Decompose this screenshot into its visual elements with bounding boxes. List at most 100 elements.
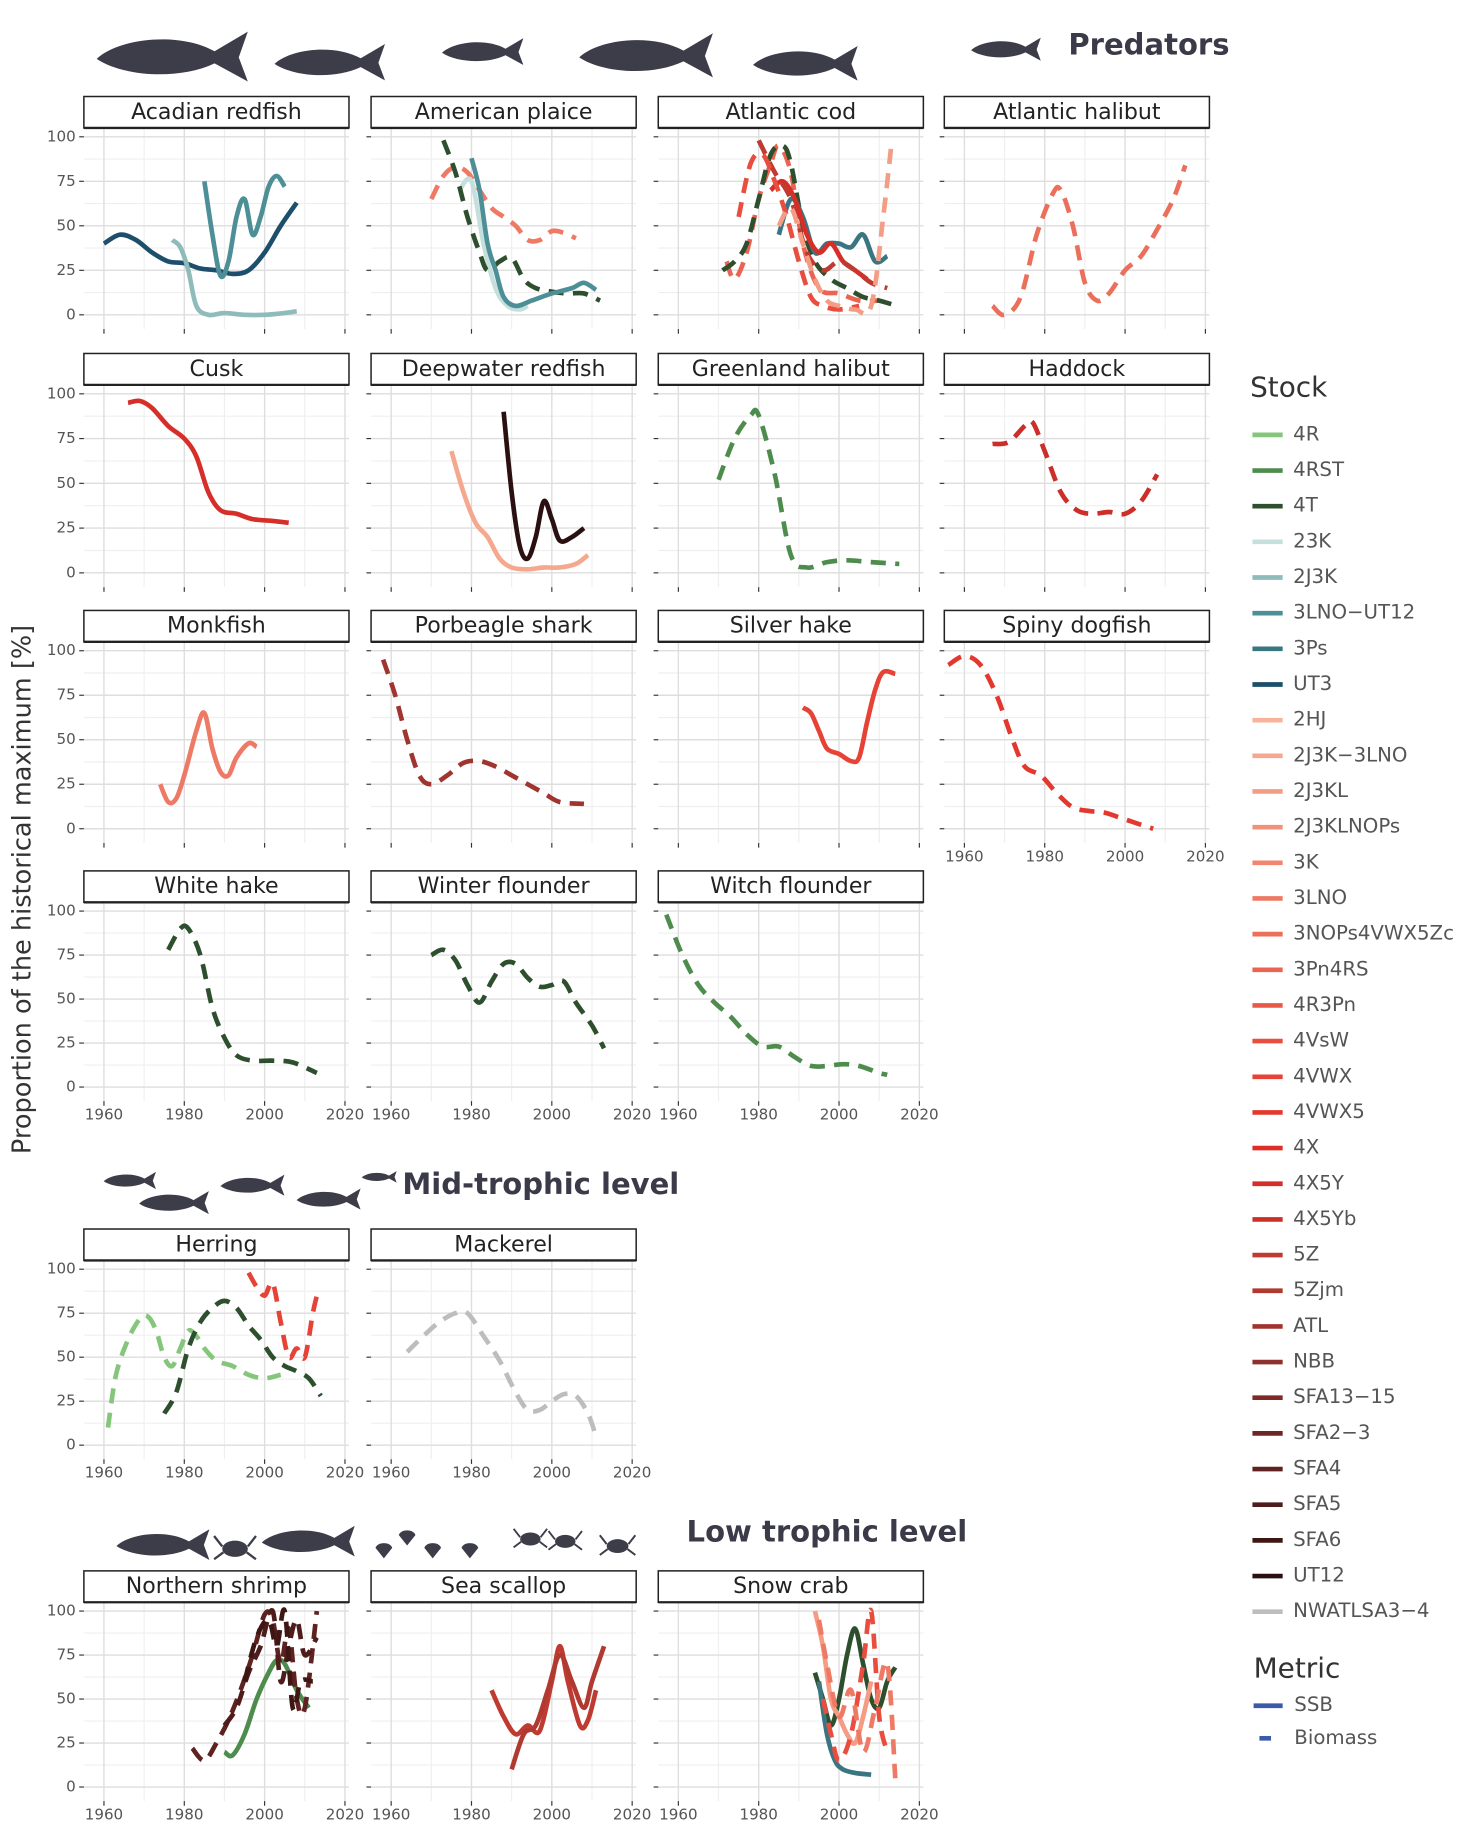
panel-background: [83, 127, 349, 330]
legend-label: 4VWX: [1293, 1064, 1352, 1087]
series-line: [380, 658, 585, 807]
series-line: [816, 1619, 898, 1779]
legend-label: NWATLSA3−4: [1293, 1599, 1429, 1622]
series-line: [102, 201, 299, 277]
legend-label: 5Zjm: [1293, 1278, 1344, 1301]
legend-label: SSB: [1294, 1693, 1333, 1716]
series-line: [166, 923, 318, 1076]
series-line: [812, 1626, 898, 1728]
legend-label: UT12: [1293, 1564, 1345, 1587]
x-tick-label: 2020: [613, 1106, 651, 1124]
panel: Haddock: [939, 352, 1211, 592]
strip: [83, 1570, 350, 1604]
y-tick-label: 100: [47, 902, 76, 920]
y-tick-label: 0: [66, 1078, 76, 1096]
fish-icon: [296, 1188, 361, 1210]
y-tick-label: 0: [66, 305, 76, 323]
legend-label: 2J3K−3LNO: [1293, 743, 1407, 766]
crab-icon: [547, 1530, 583, 1551]
strip: [370, 352, 637, 386]
panel-background: [371, 1602, 637, 1802]
legend-title: Metric: [1254, 1652, 1341, 1685]
x-tick-label: 1960: [372, 1464, 410, 1482]
panel-title: Deepwater redfish: [402, 356, 606, 382]
y-tick-label: 50: [57, 216, 76, 234]
y-tick-label: 75: [57, 172, 76, 190]
legend-label: 4R: [1293, 422, 1320, 445]
legend-label: 3NOPs4VWX5Zc: [1293, 922, 1454, 945]
series-line: [716, 407, 900, 570]
x-tick-label: 2020: [900, 1806, 938, 1824]
panel-background: [83, 1260, 349, 1460]
strip: [370, 1228, 637, 1262]
tuna-icon: [274, 43, 386, 81]
y-axis-label: Proportion of the historical maximum [%]: [7, 625, 37, 1154]
panel-background: [371, 902, 637, 1102]
x-tick-label: 1980: [452, 1106, 490, 1124]
x-tick-label: 2020: [900, 1106, 938, 1124]
panel: 0 25 50 75 100 Acadian redfish: [47, 95, 350, 334]
x-tick-label: 2000: [820, 1106, 858, 1124]
legend-label: NBB: [1293, 1350, 1335, 1373]
shrimp-icon: [261, 1525, 355, 1557]
cod-icon: [753, 46, 858, 81]
panel-title: Silver hake: [730, 613, 852, 639]
x-tick-label: 1980: [739, 1806, 777, 1824]
series-line: [992, 418, 1160, 517]
legend-label: 3LNO−UT12: [1293, 601, 1415, 624]
panel: 1960 1980 2000 2020 Winter flounder: [366, 870, 651, 1124]
x-tick-label: 1960: [85, 1806, 123, 1824]
anglerfish-icon: [441, 38, 524, 65]
panel: Atlantic halibut: [939, 95, 1211, 334]
x-tick-label: 1980: [739, 1106, 777, 1124]
strip: [370, 870, 637, 904]
legend-label: 4R3Pn: [1293, 993, 1356, 1016]
legend-label: 4X: [1293, 1136, 1319, 1159]
series-line: [170, 238, 298, 318]
series-line: [105, 1313, 282, 1428]
series-line: [430, 947, 607, 1050]
scallop-icon: [398, 1530, 416, 1546]
legend-label: 2J3KLNOPs: [1293, 815, 1400, 838]
x-tick-label: 1960: [372, 1106, 410, 1124]
panel-background: [83, 1602, 349, 1802]
series-line: [158, 710, 258, 806]
series-line: [449, 450, 590, 572]
x-tick-label: 2020: [326, 1464, 364, 1482]
panel-title: Winter flounder: [418, 873, 591, 899]
x-tick-label: 1980: [1025, 847, 1063, 865]
y-tick-label: 100: [47, 641, 76, 659]
series-line: [990, 164, 1188, 318]
legend-label: 3LNO: [1293, 886, 1347, 909]
series-line: [429, 164, 577, 244]
strip: [83, 1228, 350, 1262]
series-line: [664, 913, 888, 1078]
panel-title: Mackerel: [454, 1231, 553, 1257]
strip: [657, 609, 925, 643]
strip: [657, 1570, 925, 1604]
x-tick-label: 2000: [533, 1106, 571, 1124]
panel: Atlantic cod: [653, 95, 925, 334]
series-line: [202, 173, 287, 280]
y-tick-label: 25: [57, 775, 76, 793]
y-tick-label: 25: [57, 519, 76, 537]
x-tick-label: 1960: [85, 1464, 123, 1482]
x-tick-label: 2020: [326, 1806, 364, 1824]
y-tick-label: 50: [57, 1690, 76, 1708]
x-tick-label: 1980: [165, 1106, 203, 1124]
strip: [943, 95, 1211, 129]
legend-label: SFA5: [1293, 1492, 1341, 1515]
panel-title: American plaice: [415, 99, 593, 125]
panel-title: Atlantic cod: [726, 99, 857, 125]
y-tick-label: 50: [57, 1348, 76, 1366]
strip: [657, 352, 925, 386]
panel-title: Monkfish: [167, 613, 266, 639]
x-tick-label: 1960: [659, 1106, 697, 1124]
panel-title: Atlantic halibut: [993, 99, 1161, 125]
series-line: [509, 1645, 607, 1771]
swordfish-icon: [579, 33, 713, 78]
legend-label: 4T: [1293, 494, 1319, 517]
section-title: Mid-trophic level: [402, 1167, 679, 1201]
panel-title: Greenland halibut: [692, 356, 890, 382]
panel: 1960 1980 2000 2020 Mackerel: [366, 1228, 651, 1482]
